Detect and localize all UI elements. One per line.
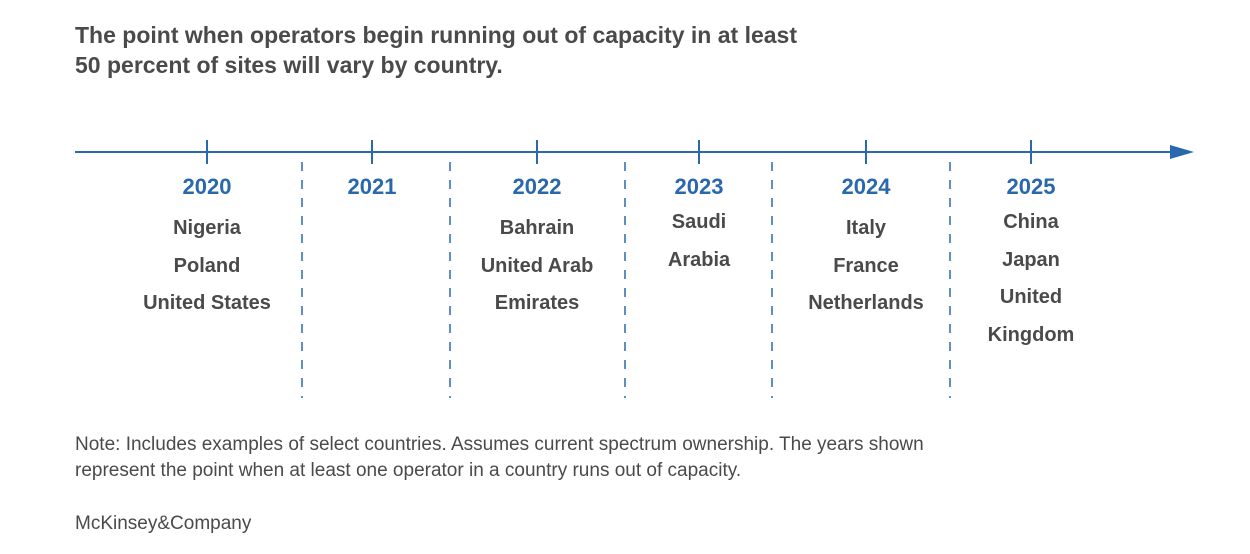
country-list: Saudi Arabia — [624, 204, 774, 279]
timeline: 2020 Nigeria Poland United States 2021 2… — [75, 140, 1194, 398]
country-label: United States — [143, 292, 271, 314]
country-label: United Arab — [480, 254, 594, 277]
year-column-2025: 2025 China Japan United Kingdom — [956, 172, 1106, 354]
year-column-2021: 2021 — [297, 172, 447, 202]
year-label: 2025 — [1006, 174, 1056, 199]
year-column-2024: 2024 Italy France Netherlands — [791, 172, 941, 323]
country-list: Bahrain United Arab Emirates — [462, 210, 612, 323]
year-label: 2020 — [182, 174, 232, 199]
footnote-line-2: represent the point when at least one op… — [75, 460, 742, 481]
chart-title: The point when operators begin running o… — [75, 20, 895, 80]
country-label: China — [1003, 211, 1059, 233]
country-label: Italy — [845, 217, 887, 239]
title-line-2: 50 percent of sites will vary by country… — [75, 52, 503, 78]
country-label: Nigeria — [173, 217, 241, 239]
country-list: Nigeria Poland United States — [132, 210, 282, 323]
year-column-2022: 2022 Bahrain United Arab Emirates — [462, 172, 612, 323]
country-label: Japan — [1002, 248, 1060, 271]
timeline-arrow-head — [1170, 145, 1194, 159]
country-label: Arabia — [667, 248, 731, 271]
country-list: Italy France Netherlands — [791, 210, 941, 323]
year-label: 2021 — [347, 174, 397, 199]
country-label: United — [999, 286, 1063, 308]
country-label: Poland — [173, 254, 241, 277]
country-label: Bahrain — [499, 217, 575, 239]
title-line-1: The point when operators begin running o… — [75, 22, 797, 48]
country-list: China Japan United Kingdom — [956, 204, 1106, 354]
country-label: Netherlands — [808, 292, 924, 314]
year-label: 2022 — [512, 174, 562, 199]
country-label: Emirates — [494, 292, 580, 314]
year-column-2023: 2023 Saudi Arabia — [624, 172, 774, 279]
source-logo: McKinsey&Company — [75, 513, 252, 534]
country-label: Kingdom — [987, 323, 1075, 346]
year-label: 2024 — [841, 174, 891, 199]
footnote: Note: Includes examples of select countr… — [75, 432, 1175, 484]
year-label: 2023 — [674, 174, 724, 199]
footnote-line-1: Note: Includes examples of select countr… — [75, 434, 924, 455]
country-label: Saudi — [671, 211, 727, 233]
country-label: France — [833, 254, 899, 277]
timeline-axis — [75, 140, 1194, 398]
year-column-2020: 2020 Nigeria Poland United States — [132, 172, 282, 323]
